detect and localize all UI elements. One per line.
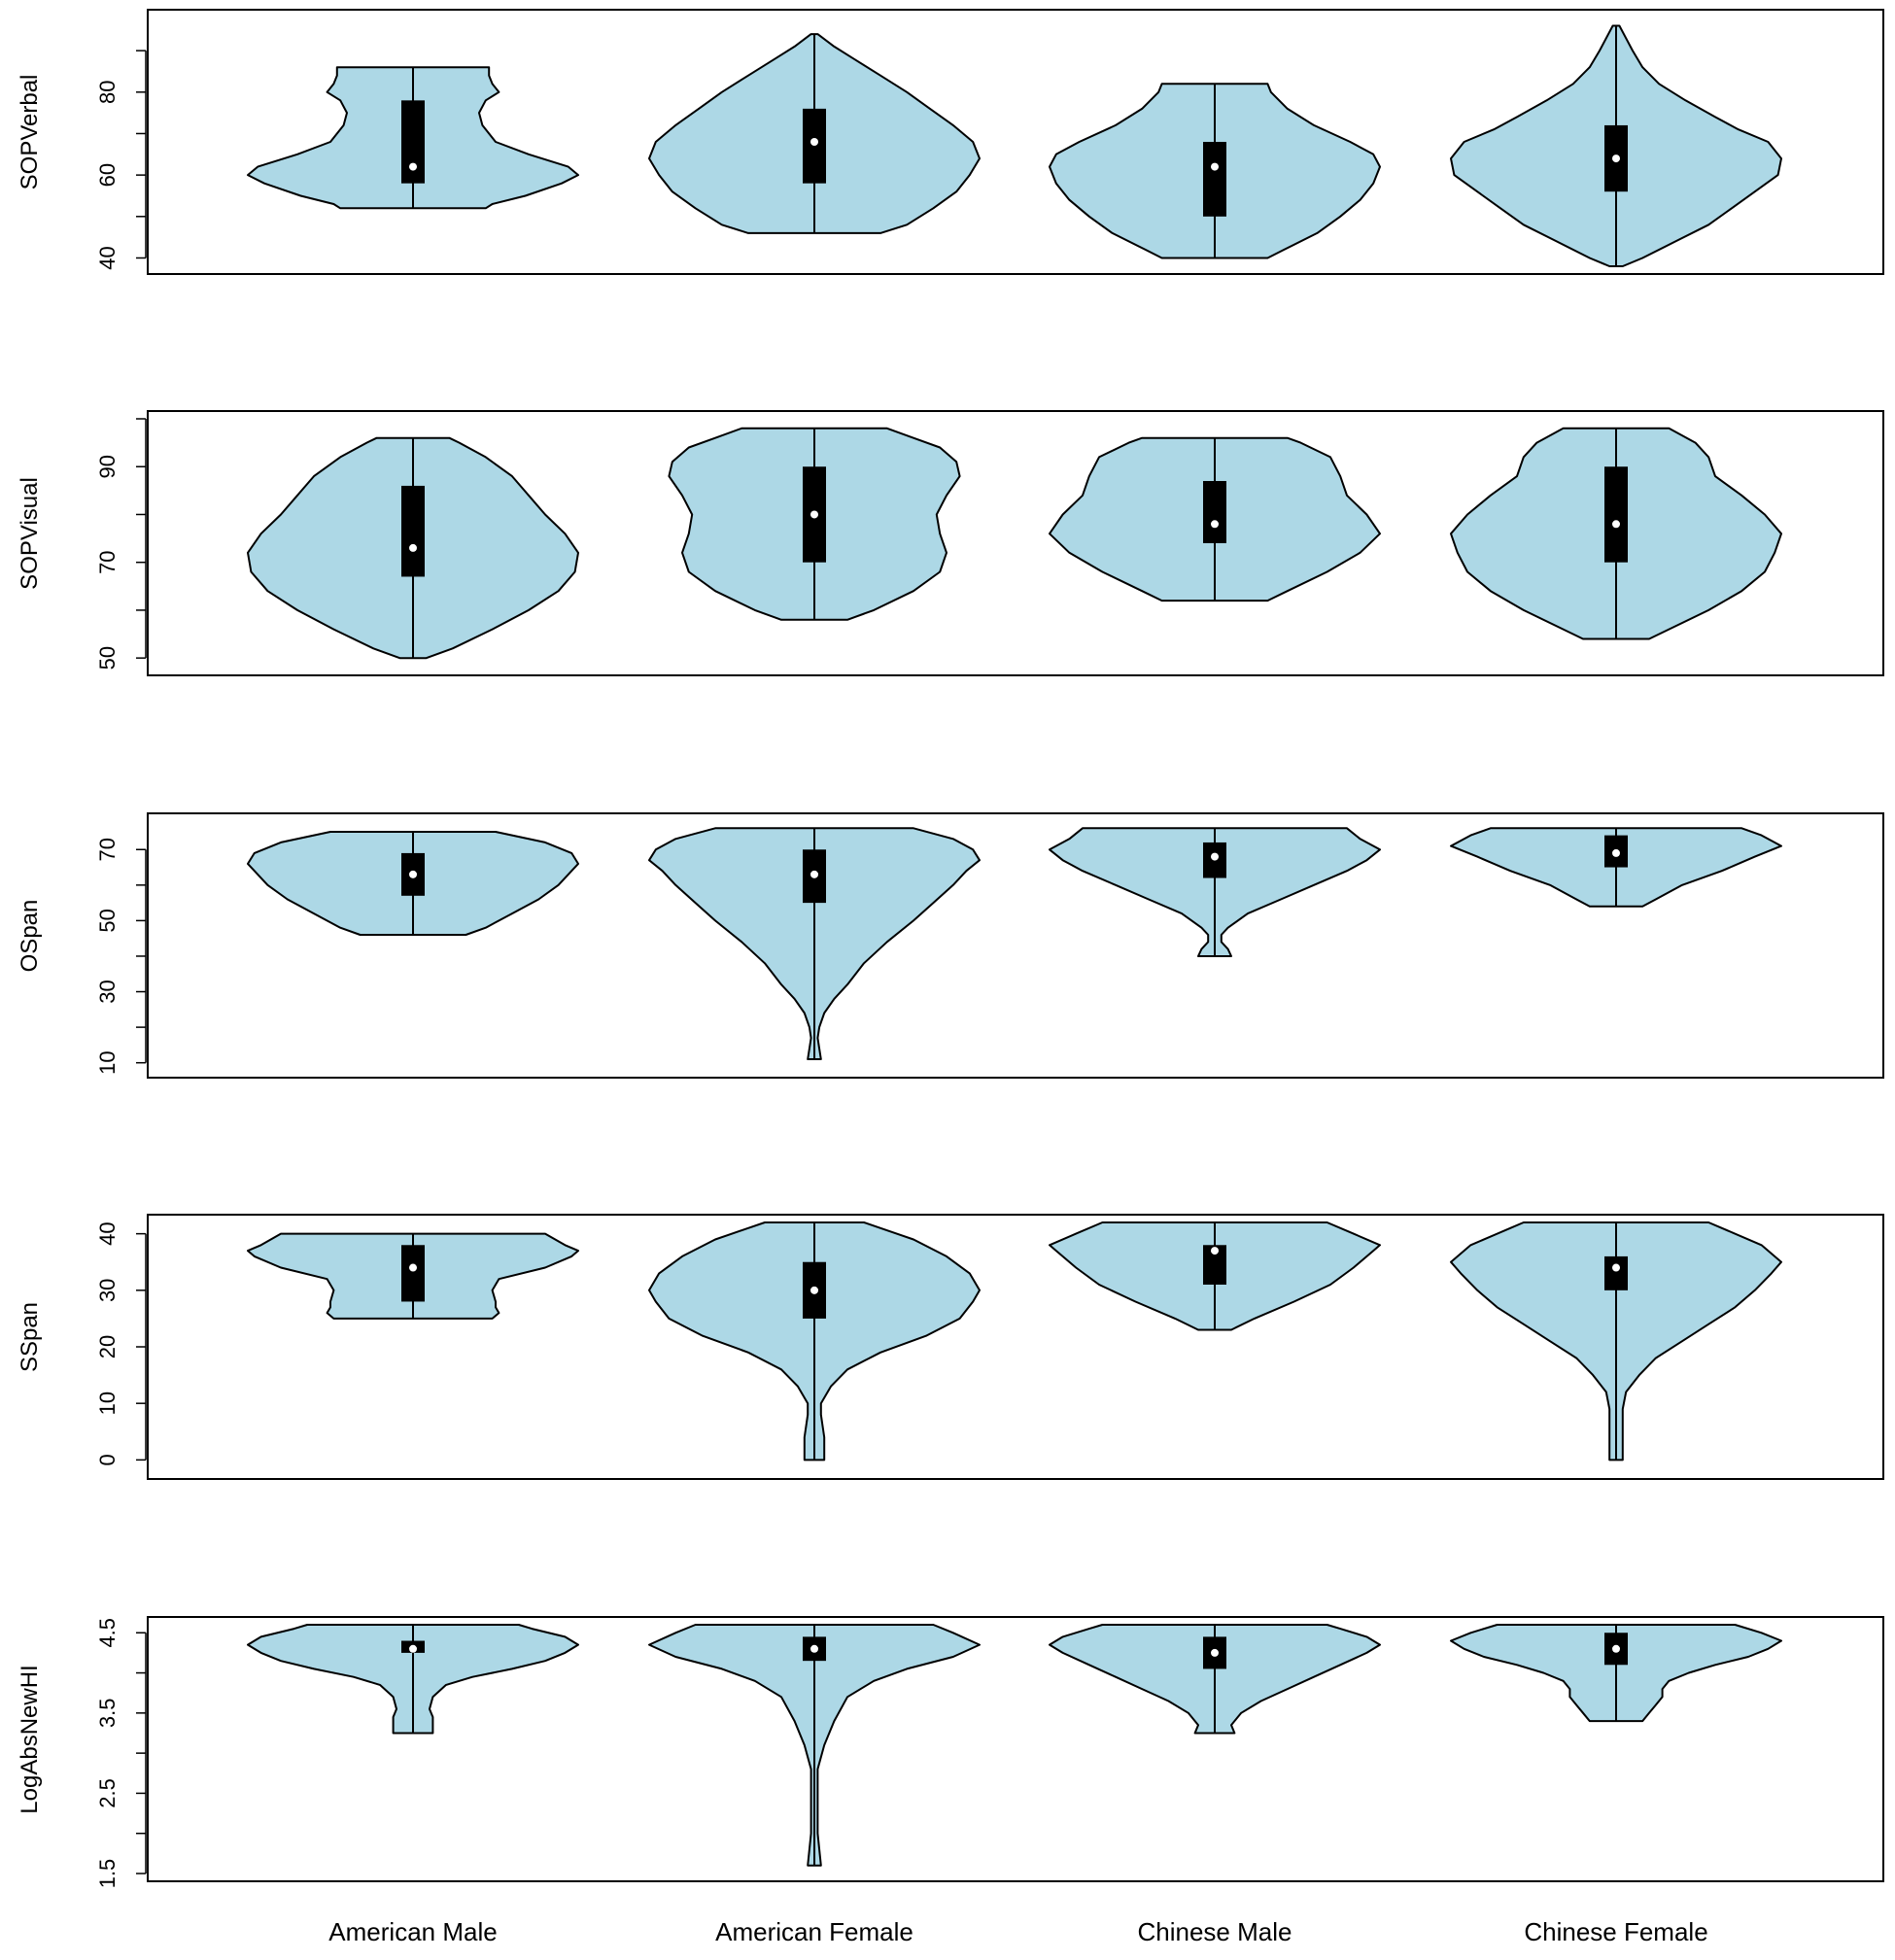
y-tick-label: 50 xyxy=(95,909,120,932)
median-dot xyxy=(1612,520,1620,529)
violin-chinese-female xyxy=(1450,24,1782,267)
y-tick-label: 1.5 xyxy=(95,1859,120,1889)
y-tick-label: 10 xyxy=(95,1392,120,1415)
iqr-box xyxy=(1203,142,1226,217)
median-dot xyxy=(1211,852,1219,861)
violin-american-male xyxy=(247,831,579,936)
violin-american-female xyxy=(668,427,961,621)
violin-chinese-male xyxy=(1049,436,1381,602)
violin-chinese-male xyxy=(1049,1624,1381,1735)
panel-logabsnewhi: 1.5 2.5 3.5 4.5 LogAbsNewHI xyxy=(17,1616,1884,1889)
plot-frame xyxy=(147,1214,1884,1480)
violin-chinese-female xyxy=(1450,1624,1782,1723)
y-tick-label: 2.5 xyxy=(95,1778,120,1808)
y-axis-title: SOPVisual xyxy=(17,477,43,590)
y-tick-label: 0 xyxy=(95,1454,120,1465)
y-tick-label: 50 xyxy=(95,646,120,670)
violin-chinese-female xyxy=(1450,427,1782,640)
median-dot xyxy=(409,1263,417,1272)
panel-sspan: 0 10 20 30 40 SSpan xyxy=(17,1214,1884,1480)
iqr-box xyxy=(1604,466,1628,563)
iqr-box xyxy=(803,108,826,184)
y-tick-label: 70 xyxy=(95,550,120,573)
y-tick-label: 30 xyxy=(95,1279,120,1302)
plot-frame xyxy=(147,1616,1884,1882)
violin-chinese-male xyxy=(1049,1221,1381,1331)
y-tick-label: 30 xyxy=(95,980,120,1003)
y-tick-label: 40 xyxy=(95,1221,120,1245)
plot-frame xyxy=(147,410,1884,676)
violin-chinese-male xyxy=(1049,827,1381,957)
median-dot xyxy=(1612,1263,1620,1272)
median-dot xyxy=(810,870,818,878)
median-dot xyxy=(1612,1644,1620,1653)
y-tick-label: 90 xyxy=(95,455,120,478)
y-tick-label: 40 xyxy=(95,246,120,269)
violin-american-female xyxy=(648,1624,981,1867)
plot-frame xyxy=(147,9,1884,275)
median-dot xyxy=(1612,155,1620,163)
panel-sopverbal: 40 60 80 SOPVerbal xyxy=(17,9,1884,275)
x-category-label: Chinese Female xyxy=(1524,1917,1707,1946)
y-tick-label: 4.5 xyxy=(95,1618,120,1648)
median-dot xyxy=(810,1286,818,1294)
x-category-label: American Male xyxy=(328,1917,497,1946)
median-dot xyxy=(1211,1648,1219,1657)
median-dot xyxy=(1612,848,1620,857)
x-category-label: Chinese Male xyxy=(1138,1917,1292,1946)
median-dot xyxy=(1211,1247,1219,1255)
y-tick-label: 20 xyxy=(95,1335,120,1358)
median-dot xyxy=(1211,162,1219,171)
y-axis-title: LogAbsNewHI xyxy=(17,1665,43,1813)
median-dot xyxy=(810,1644,818,1653)
median-dot xyxy=(1211,520,1219,529)
panel-sopvisual: 50 70 90 SOPVisual xyxy=(17,410,1884,676)
median-dot xyxy=(409,1644,417,1653)
panel-ospan: 10 30 50 70 OSpan xyxy=(17,812,1884,1079)
median-dot xyxy=(810,510,818,519)
iqr-box xyxy=(401,485,425,577)
median-dot xyxy=(810,138,818,146)
y-tick-label: 80 xyxy=(95,81,120,104)
x-category-label: American Female xyxy=(715,1917,913,1946)
violin-chinese-female xyxy=(1450,1221,1782,1461)
violin-chinese-female xyxy=(1450,827,1782,908)
violin-american-female xyxy=(648,1221,981,1461)
y-axis-title: SSpan xyxy=(17,1302,43,1372)
y-axis-title: SOPVerbal xyxy=(17,75,43,190)
violin-american-female xyxy=(648,827,981,1060)
plot-frame xyxy=(147,812,1884,1079)
violin-american-male xyxy=(247,1624,579,1735)
violin-american-male xyxy=(247,1232,579,1320)
median-dot xyxy=(409,543,417,552)
median-dot xyxy=(409,870,417,878)
violin-american-female xyxy=(648,33,981,234)
iqr-box xyxy=(401,100,425,184)
y-tick-label: 70 xyxy=(95,838,120,861)
y-tick-label: 60 xyxy=(95,163,120,187)
violin-american-male xyxy=(247,66,579,210)
violin-chinese-male xyxy=(1049,83,1381,259)
y-tick-label: 3.5 xyxy=(95,1699,120,1729)
violin-american-male xyxy=(247,436,579,660)
y-tick-label: 10 xyxy=(95,1050,120,1074)
iqr-box xyxy=(401,1245,425,1302)
median-dot xyxy=(409,162,417,171)
y-axis-title: OSpan xyxy=(17,900,43,973)
iqr-box xyxy=(1203,481,1226,543)
iqr-box xyxy=(1604,1255,1628,1290)
